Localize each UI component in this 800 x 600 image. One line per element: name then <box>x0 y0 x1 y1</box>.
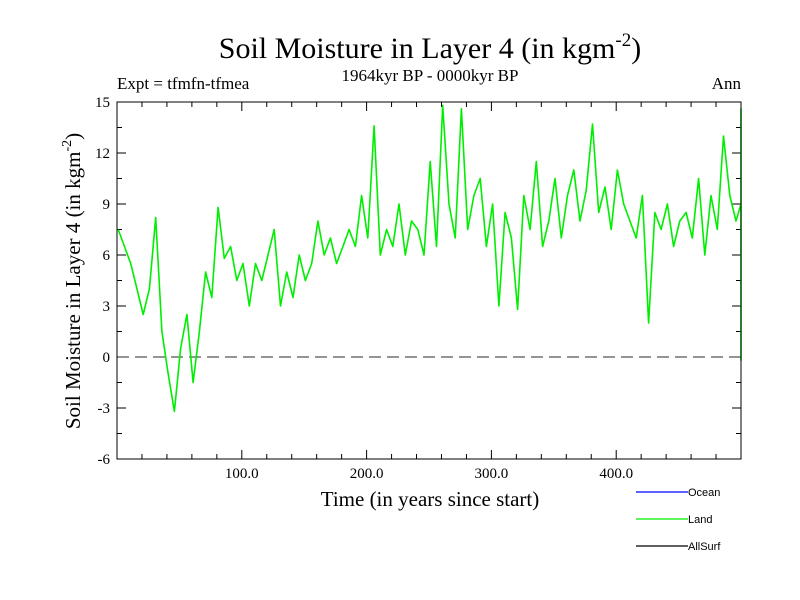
legend-label-allsurf: AllSurf <box>688 541 721 553</box>
legend-label-land: Land <box>688 514 712 526</box>
y-tick-label: 15 <box>95 95 110 111</box>
x-tick-label: 200.0 <box>350 466 384 482</box>
season-label: Ann <box>712 74 742 93</box>
chart-title: Soil Moisture in Layer 4 (in kgm-2) <box>219 30 641 65</box>
series-layer <box>117 104 742 413</box>
y-tick-label: 9 <box>103 197 111 213</box>
y-tick-label: -6 <box>98 452 111 468</box>
y-tick-label: 0 <box>103 350 111 366</box>
legend-label-ocean: Ocean <box>688 487 720 499</box>
y-tick-label: 12 <box>95 146 110 162</box>
x-tick-label: 300.0 <box>475 466 509 482</box>
x-axis-label: Time (in years since start) <box>321 487 540 511</box>
y-tick-label: 6 <box>103 248 111 264</box>
axis-ticks: -6 -3 0 3 6 9 12 15 100.0 200.0 300.0 400.0 <box>95 95 741 482</box>
y-tick-label: 3 <box>103 299 111 315</box>
series-line-land <box>117 104 742 413</box>
experiment-label: Expt = tfmfn-tfmea <box>117 74 250 93</box>
x-tick-label: 400.0 <box>599 466 633 482</box>
y-tick-label: -3 <box>98 401 111 417</box>
legend: Ocean Land AllSurf <box>636 487 721 553</box>
x-tick-label: 100.0 <box>225 466 259 482</box>
y-axis-label: Soil Moisture in Layer 4 (in kgm-2) <box>60 133 85 429</box>
plot-frame <box>116 101 742 460</box>
chart-subtitle: 1964kyr BP - 0000kyr BP <box>342 66 519 85</box>
